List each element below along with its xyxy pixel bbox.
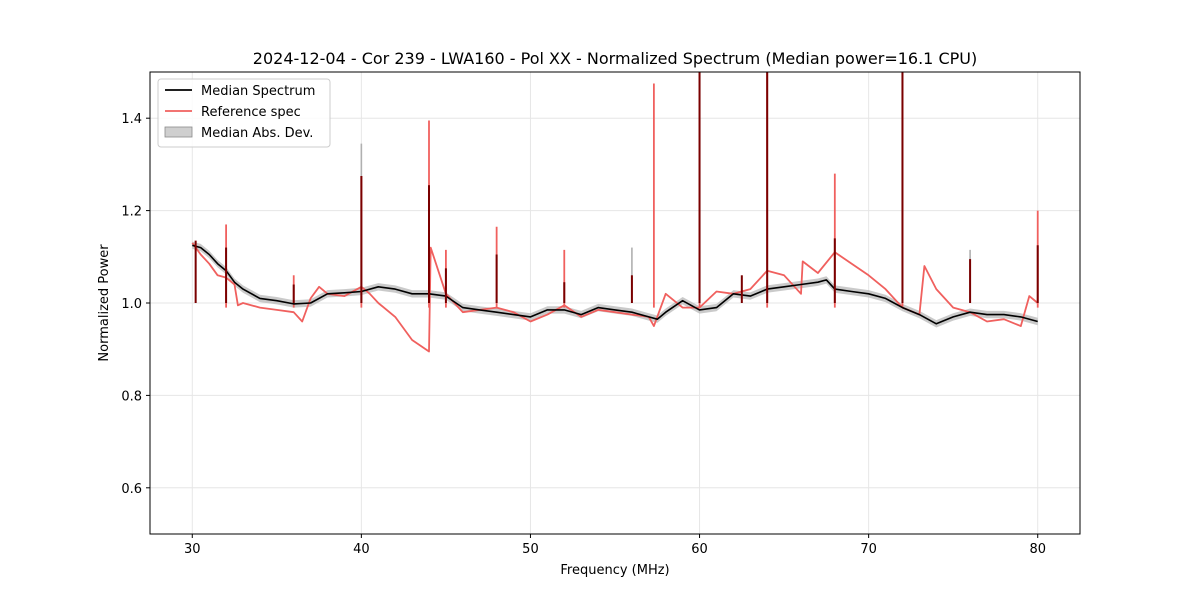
x-tick-label: 80 [1029, 542, 1046, 557]
chart-title: 2024-12-04 - Cor 239 - LWA160 - Pol XX -… [253, 49, 977, 68]
y-tick-label: 0.6 [121, 482, 142, 497]
y-tick-label: 1.2 [121, 205, 142, 220]
legend-mad-swatch [164, 126, 193, 138]
x-tick-label: 50 [522, 542, 539, 557]
median-spectrum-line [192, 244, 1038, 325]
y-tick-label: 1.0 [121, 297, 142, 312]
plot-area [191, 72, 1039, 353]
x-tick-label: 70 [860, 542, 877, 557]
x-tick-label: 60 [691, 542, 708, 557]
x-axis-label: Frequency (MHz) [560, 563, 669, 578]
y-axis-label: Normalized Power [97, 244, 112, 362]
legend-mad-label: Median Abs. Dev. [201, 126, 313, 141]
x-tick-label: 30 [184, 542, 201, 557]
y-tick-label: 0.8 [121, 389, 142, 404]
legend-box [157, 78, 331, 148]
y-tick-label: 1.4 [121, 112, 142, 127]
legend: Median Spectrum Reference spec Median Ab… [157, 78, 331, 148]
x-axis-ticks: 30 40 50 60 70 80 [184, 534, 1046, 557]
reference-spectrum-line [191, 242, 1039, 353]
legend-reference-label: Reference spec [201, 105, 301, 120]
legend-median-label: Median Spectrum [201, 84, 315, 99]
y-axis-ticks: 0.6 0.8 1.0 1.2 1.4 [121, 112, 150, 497]
x-tick-label: 40 [353, 542, 370, 557]
